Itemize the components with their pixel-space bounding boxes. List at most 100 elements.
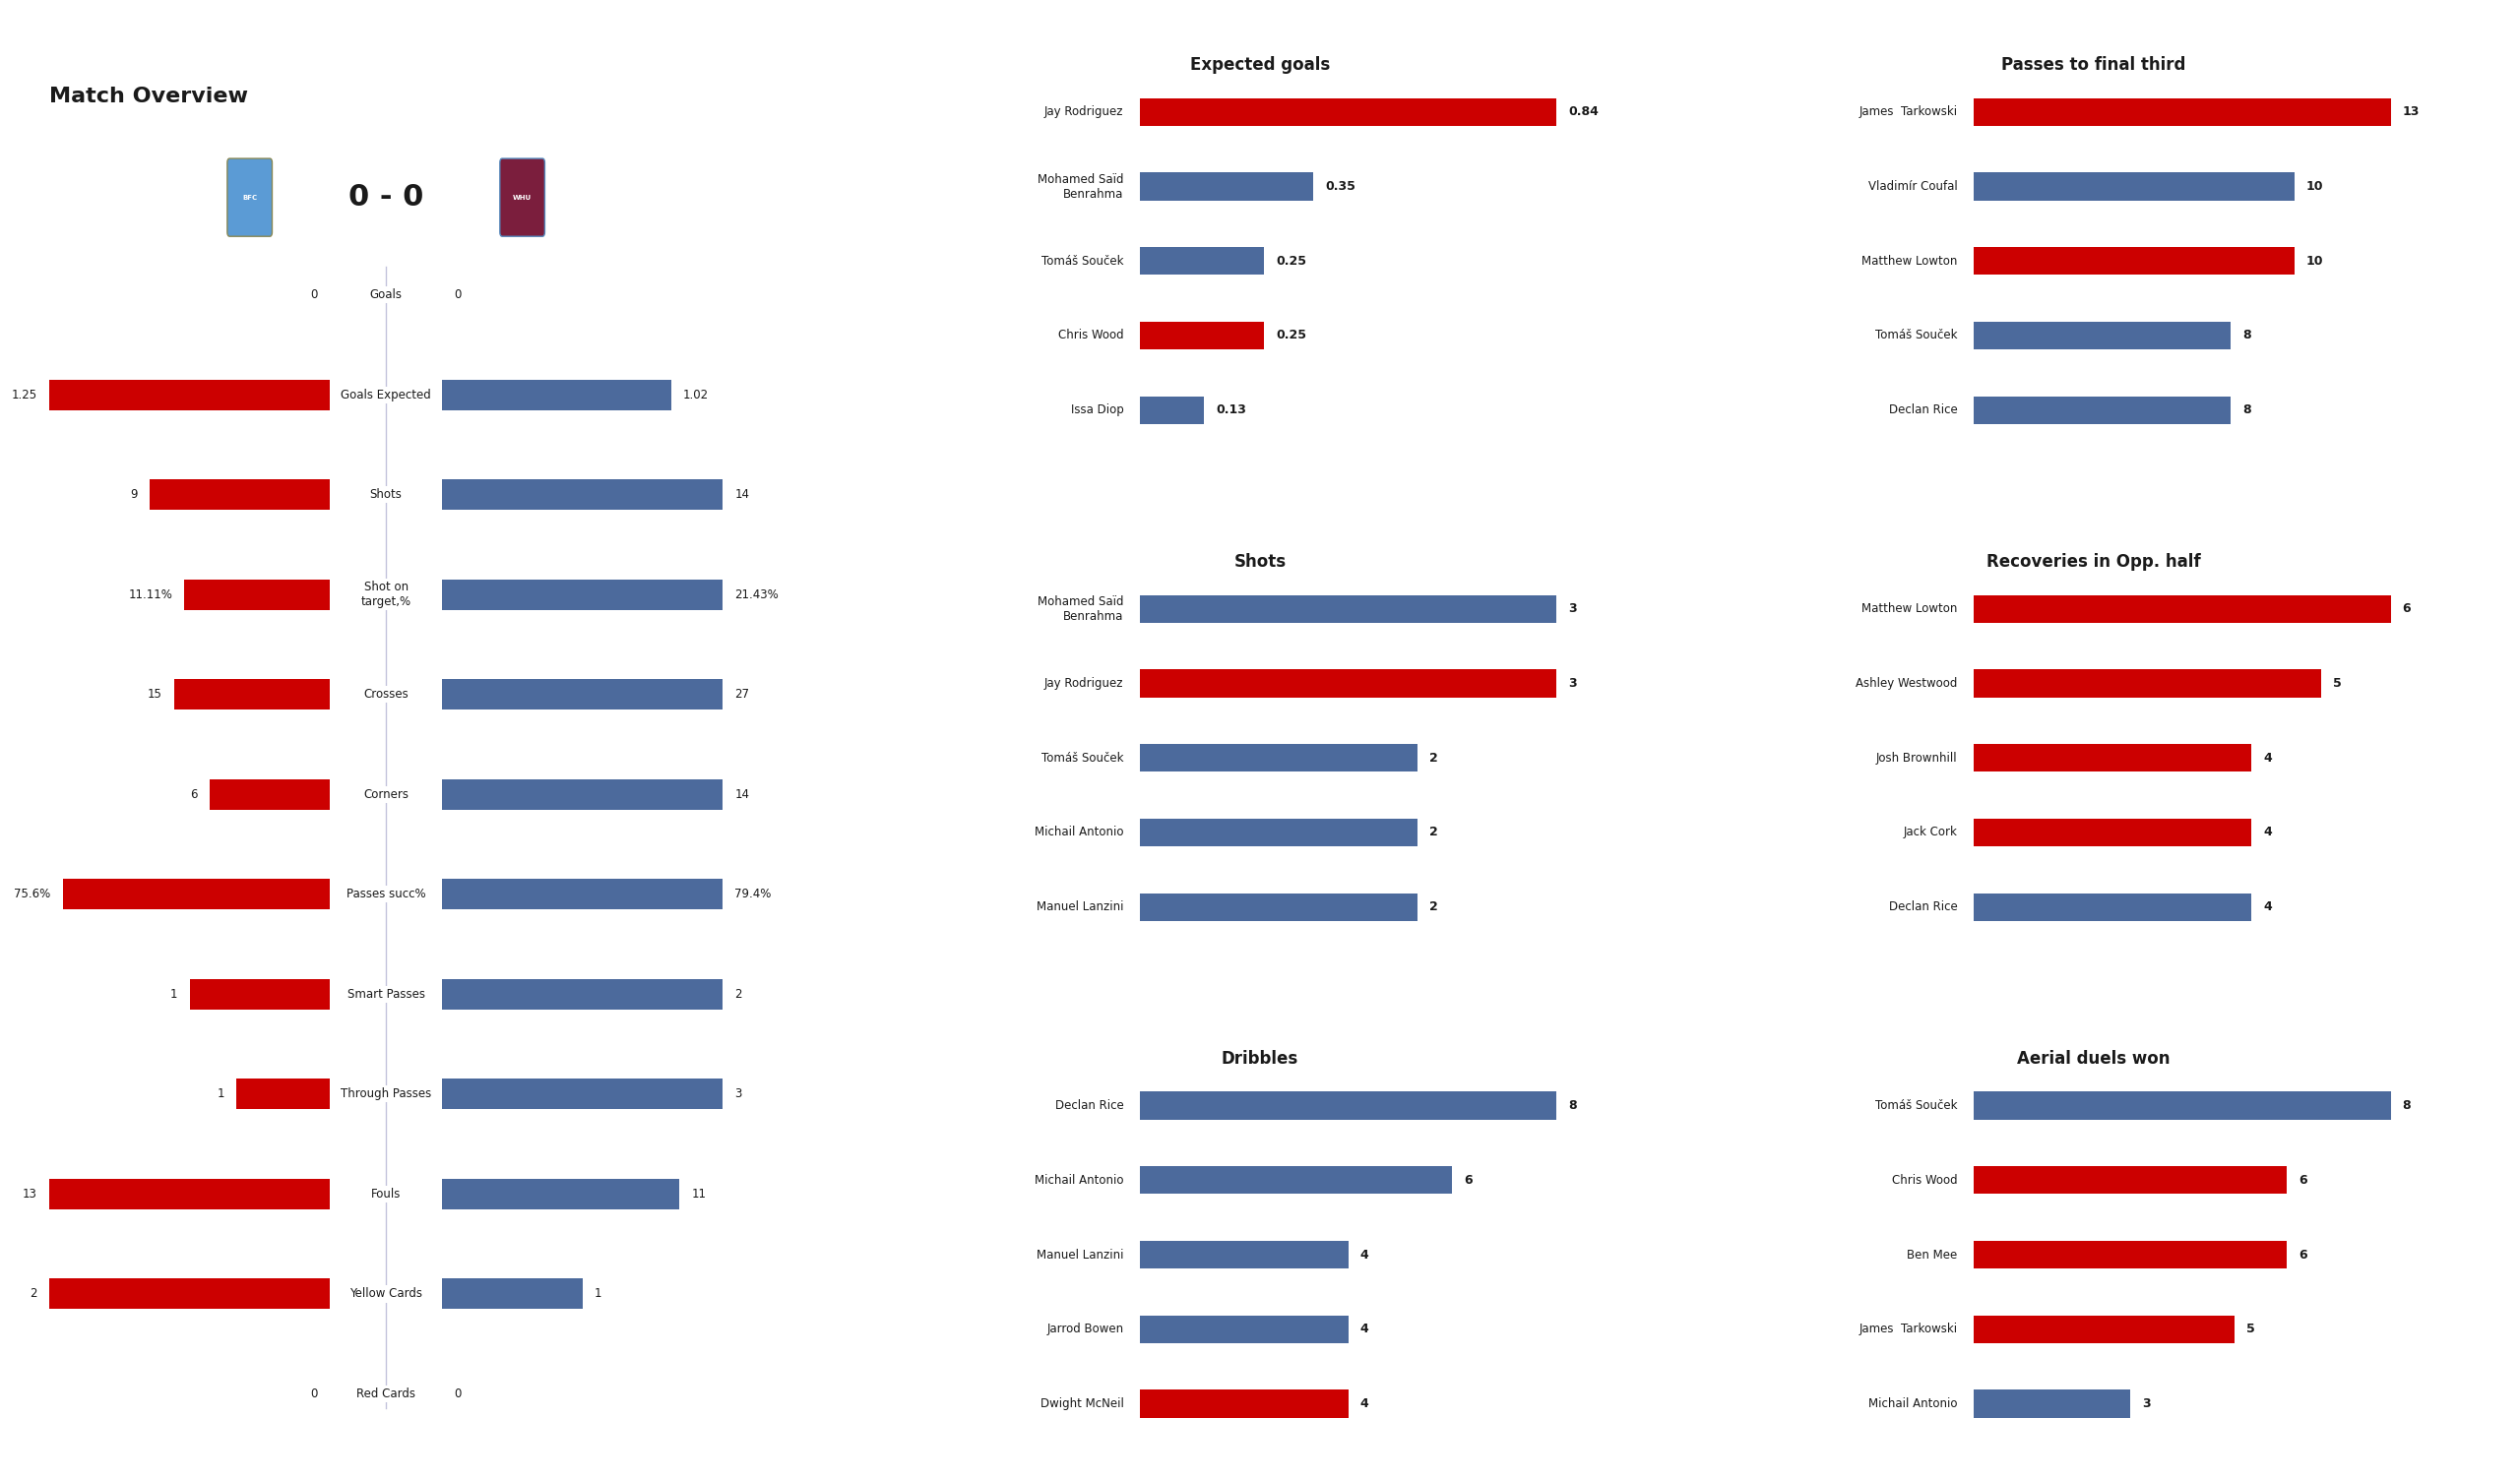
Text: Jay Rodriguez: Jay Rodriguez (1043, 105, 1124, 118)
FancyBboxPatch shape (227, 158, 272, 237)
Text: 1: 1 (171, 987, 176, 1000)
Text: Shots: Shots (370, 488, 403, 502)
Text: 4: 4 (1361, 1248, 1368, 1261)
Text: Mohamed Saïd
Benrahma: Mohamed Saïd Benrahma (1038, 595, 1124, 623)
Bar (1973, 397, 2230, 423)
Text: 10: 10 (2306, 255, 2323, 268)
Text: Ben Mee: Ben Mee (1908, 1248, 1958, 1261)
Bar (441, 679, 723, 710)
Text: Mohamed Saïd
Benrahma: Mohamed Saïd Benrahma (1038, 173, 1124, 200)
Text: Michail Antonio: Michail Antonio (1036, 826, 1124, 839)
Text: Manuel Lanzini: Manuel Lanzini (1036, 900, 1124, 913)
Bar (1973, 818, 2250, 847)
Bar (1973, 669, 2321, 697)
Bar (441, 579, 723, 610)
Text: 8: 8 (2243, 404, 2250, 416)
Text: Shot on
target,%: Shot on target,% (360, 580, 411, 608)
Text: 3: 3 (2142, 1397, 2150, 1410)
Text: 0: 0 (454, 1387, 461, 1400)
Bar (441, 379, 670, 410)
Text: Goals: Goals (370, 289, 403, 302)
Bar (237, 1079, 330, 1110)
Text: 10: 10 (2306, 181, 2323, 192)
Text: WHU: WHU (514, 194, 532, 200)
Text: 15: 15 (146, 688, 161, 702)
Text: 0: 0 (310, 289, 318, 302)
Text: 1: 1 (595, 1288, 602, 1301)
Text: 27: 27 (736, 688, 748, 702)
Text: 13: 13 (2402, 105, 2419, 118)
Text: Jay Rodriguez: Jay Rodriguez (1043, 676, 1124, 690)
Bar (1973, 1390, 2129, 1418)
Text: 2: 2 (736, 987, 743, 1000)
Bar (50, 1178, 330, 1209)
Text: 0: 0 (310, 1387, 318, 1400)
Text: 13: 13 (23, 1187, 38, 1200)
Text: 3: 3 (1570, 676, 1578, 690)
Text: James  Tarkowski: James Tarkowski (1860, 105, 1958, 118)
Text: 2: 2 (1429, 752, 1439, 764)
Text: 0.84: 0.84 (1570, 105, 1600, 118)
Text: 14: 14 (736, 787, 748, 801)
Text: 4: 4 (1361, 1397, 1368, 1410)
Text: Matthew Lowton: Matthew Lowton (1862, 255, 1958, 268)
Bar (1973, 595, 2391, 623)
Bar (149, 480, 330, 511)
Text: 2: 2 (1429, 826, 1439, 839)
Text: 6: 6 (2298, 1174, 2306, 1187)
Bar (1973, 1316, 2235, 1344)
Text: Expected goals: Expected goals (1189, 56, 1331, 74)
Bar (50, 1279, 330, 1310)
Bar (441, 480, 723, 511)
FancyBboxPatch shape (499, 158, 544, 237)
Text: 3: 3 (1570, 602, 1578, 616)
Bar (1973, 744, 2250, 771)
Text: Tomáš Souček: Tomáš Souček (1041, 255, 1124, 268)
Text: 2: 2 (1429, 900, 1439, 913)
Text: 0: 0 (454, 289, 461, 302)
Text: Dribbles: Dribbles (1222, 1049, 1298, 1067)
Text: Passes succ%: Passes succ% (345, 888, 426, 901)
Text: 9: 9 (131, 488, 139, 502)
Text: 5: 5 (2334, 676, 2341, 690)
Text: 1.02: 1.02 (683, 388, 708, 401)
Text: BFC: BFC (242, 194, 257, 200)
Text: 8: 8 (2402, 1100, 2412, 1111)
Text: Chris Wood: Chris Wood (1058, 329, 1124, 342)
Text: Corners: Corners (363, 787, 408, 801)
Bar (1139, 892, 1419, 921)
Text: James  Tarkowski: James Tarkowski (1860, 1323, 1958, 1335)
Bar (1139, 744, 1419, 771)
Bar (1139, 669, 1557, 697)
Bar (1139, 247, 1265, 275)
Bar (1139, 1240, 1348, 1268)
Text: 4: 4 (1361, 1323, 1368, 1335)
Text: Vladimír Coufal: Vladimír Coufal (1867, 181, 1958, 192)
Text: Through Passes: Through Passes (340, 1088, 431, 1101)
Bar (1973, 247, 2293, 275)
Bar (1973, 1240, 2286, 1268)
Bar (1973, 173, 2293, 200)
Bar (1139, 321, 1265, 349)
Text: Yellow Cards: Yellow Cards (350, 1288, 423, 1301)
Bar (1973, 321, 2230, 349)
Text: Passes to final third: Passes to final third (2001, 56, 2187, 74)
Text: 0.35: 0.35 (1326, 181, 1356, 192)
Text: 75.6%: 75.6% (15, 888, 50, 901)
Text: 5: 5 (2245, 1323, 2255, 1335)
Bar (1139, 397, 1205, 423)
Text: Josh Brownhill: Josh Brownhill (1877, 752, 1958, 764)
Text: 6: 6 (1464, 1174, 1474, 1187)
Text: 4: 4 (2263, 752, 2273, 764)
Bar (1973, 1166, 2286, 1194)
Text: 2: 2 (30, 1288, 38, 1301)
Text: Matthew Lowton: Matthew Lowton (1862, 602, 1958, 616)
Text: 21.43%: 21.43% (736, 588, 779, 601)
Text: Tomáš Souček: Tomáš Souček (1041, 752, 1124, 764)
Bar (184, 579, 330, 610)
Bar (441, 1178, 680, 1209)
Text: 11: 11 (690, 1187, 706, 1200)
Text: Aerial duels won: Aerial duels won (2019, 1049, 2170, 1067)
Bar (50, 379, 330, 410)
Text: Declan Rice: Declan Rice (1890, 404, 1958, 416)
